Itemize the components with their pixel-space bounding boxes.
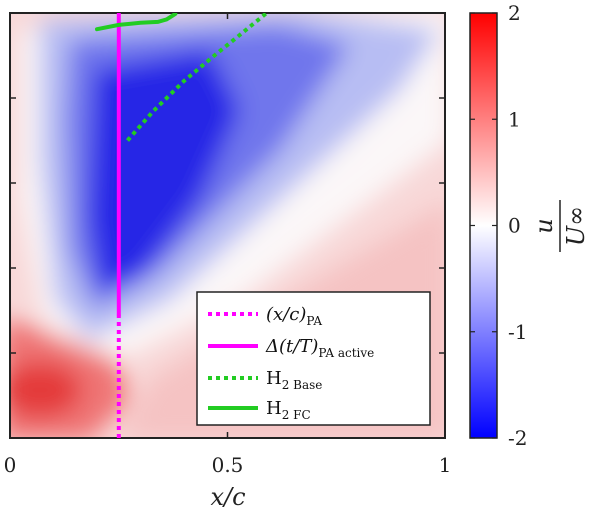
legend: (x/c)PA Δ(t/T)PA active H2 Base H2 FC bbox=[196, 291, 431, 426]
overlay-series-2 bbox=[125, 13, 268, 142]
colorbar-label-numerator: u bbox=[530, 218, 558, 233]
colorbar-tick-label: 0 bbox=[508, 214, 521, 238]
x-tick-label: 1 bbox=[439, 453, 452, 477]
colorbar-tick-label: 1 bbox=[508, 107, 521, 131]
colorbar-tick-label: -1 bbox=[508, 320, 527, 344]
overlay-series-3 bbox=[95, 13, 178, 32]
colorbar-label: u U∞ bbox=[530, 200, 590, 252]
x-tick-label: 0.5 bbox=[212, 453, 244, 477]
legend-label-2: H2 Base bbox=[266, 368, 322, 392]
x-ticks: 0 0.5 1 bbox=[4, 13, 452, 477]
heatmap-field bbox=[10, 13, 445, 438]
legend-label-0: (x/c)PA bbox=[266, 304, 322, 328]
y-ticks bbox=[10, 97, 445, 354]
colorbar-label-denominator: U∞ bbox=[562, 206, 590, 246]
x-tick-label: 0 bbox=[4, 453, 17, 477]
x-axis-label: x/c bbox=[210, 483, 245, 511]
legend-label-3: H2 FC bbox=[266, 398, 311, 422]
colorbar-tick-label: 2 bbox=[508, 1, 521, 25]
legend-label-1: Δ(t/T)PA active bbox=[265, 336, 374, 360]
colorbar: 2 1 0 -1 -2 u U∞ bbox=[469, 1, 590, 450]
legend-box bbox=[196, 291, 431, 426]
colorbar-tick-label: -2 bbox=[508, 426, 527, 450]
